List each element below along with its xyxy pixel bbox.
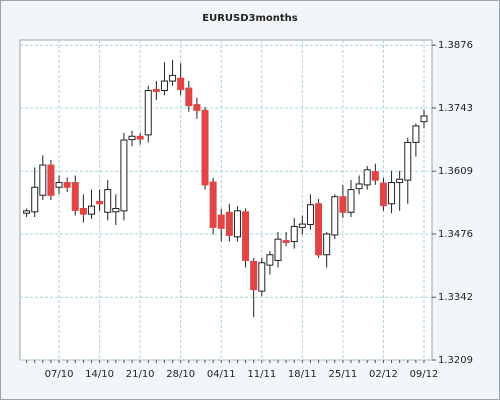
candle-body xyxy=(420,115,428,123)
candle-body xyxy=(177,77,185,91)
candle-body xyxy=(225,211,233,236)
candle-body xyxy=(31,186,39,213)
y-tick-label: 1.3743 xyxy=(438,103,473,114)
y-tick-label: 1.3609 xyxy=(438,166,473,177)
candle-body xyxy=(298,223,306,228)
candle-body xyxy=(347,189,355,213)
candle-body xyxy=(112,207,120,213)
candle-body xyxy=(404,141,412,181)
candle-body xyxy=(193,104,201,111)
candle-body xyxy=(96,200,104,205)
candle-body xyxy=(201,109,209,186)
x-tick-label: 07/10 xyxy=(45,369,74,380)
x-tick-label: 18/11 xyxy=(288,369,317,380)
candle-body xyxy=(355,183,363,190)
x-tick-label: 09/12 xyxy=(410,369,439,380)
candle-body xyxy=(128,135,136,141)
candle-body xyxy=(39,164,47,196)
candle-body xyxy=(306,204,314,226)
x-tick-label: 11/11 xyxy=(247,369,276,380)
y-tick-label: 1.3476 xyxy=(438,229,473,240)
candle-body xyxy=(323,233,331,256)
plot-area xyxy=(19,39,433,361)
candle-body xyxy=(104,189,112,213)
candle-body xyxy=(396,178,404,184)
chart-title: EURUSD3months xyxy=(202,13,298,24)
candle-body xyxy=(47,164,55,196)
candle-body xyxy=(23,210,31,214)
candle-body xyxy=(185,87,193,107)
x-tick-label: 14/10 xyxy=(85,369,114,380)
candle-body xyxy=(242,211,250,261)
candle-body xyxy=(290,225,298,243)
x-tick-label: 04/11 xyxy=(207,369,236,380)
x-tick-label: 25/11 xyxy=(328,369,357,380)
candle-body xyxy=(388,182,396,205)
y-tick-label: 1.3209 xyxy=(438,355,473,366)
candle-body xyxy=(266,254,274,266)
candle-body xyxy=(120,139,128,212)
candle-body xyxy=(339,196,347,213)
y-tick-label: 1.3876 xyxy=(438,40,473,51)
candle-body xyxy=(160,80,168,92)
candle-body xyxy=(233,210,241,238)
candle-body xyxy=(87,205,95,215)
candle-body xyxy=(144,90,152,136)
candle-body xyxy=(71,182,79,211)
candle-body xyxy=(331,196,339,236)
x-tick-label: 28/10 xyxy=(166,369,195,380)
candle-body xyxy=(152,89,160,92)
candle-body xyxy=(250,260,258,291)
candle-body xyxy=(274,238,282,261)
candle-body xyxy=(363,169,371,186)
x-tick-label: 02/12 xyxy=(369,369,398,380)
candle-body xyxy=(258,262,266,292)
candle-body xyxy=(282,240,290,243)
candle-body xyxy=(217,214,225,229)
candle-body xyxy=(169,74,177,82)
y-tick-label: 1.3342 xyxy=(438,292,473,303)
candle-body xyxy=(371,171,379,181)
candle-body xyxy=(412,125,420,143)
candle-body xyxy=(55,182,63,188)
candle-body xyxy=(315,203,323,256)
candle-body xyxy=(379,182,387,207)
candle-body xyxy=(209,181,217,228)
candle-body xyxy=(136,135,144,140)
candle-body xyxy=(63,182,71,188)
x-tick-label: 21/10 xyxy=(126,369,155,380)
candle-body xyxy=(79,207,87,215)
